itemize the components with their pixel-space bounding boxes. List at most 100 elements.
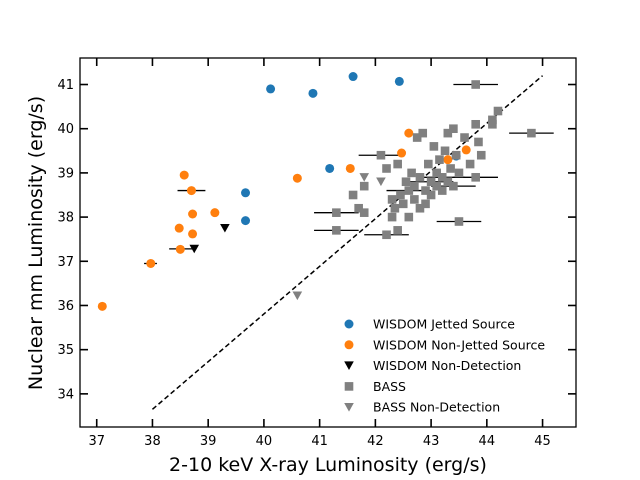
x-tick-label: 39 [200, 434, 217, 449]
data-point [437, 186, 447, 195]
series-4 [332, 80, 536, 240]
dashed-reference-line [151, 75, 544, 410]
x-axis-title: 2-10 keV X-ray Luminosity (erg/s) [169, 454, 487, 476]
x-tick-label: 41 [311, 434, 328, 449]
data-point [429, 142, 439, 151]
y-tick-label: 37 [57, 255, 74, 270]
data-point [345, 163, 355, 173]
legend-marker [344, 382, 354, 391]
data-point [451, 150, 461, 160]
legend-marker [344, 319, 354, 329]
data-point [382, 230, 391, 240]
data-point [443, 128, 453, 138]
y-tick-label: 36 [57, 299, 74, 314]
data-point [188, 229, 198, 239]
data-point [266, 84, 276, 94]
series-5 [292, 173, 386, 301]
data-point [404, 128, 414, 138]
data-point [396, 190, 405, 200]
series-2 [97, 128, 471, 311]
reference-line-layer [151, 75, 544, 410]
data-point [426, 190, 436, 200]
data-point [407, 168, 416, 178]
data-point [437, 173, 447, 182]
data-point [189, 244, 200, 254]
data-point [449, 181, 458, 191]
data-point [461, 145, 471, 155]
data-point [146, 258, 156, 268]
data-point [292, 173, 302, 183]
data-point [449, 124, 458, 134]
y-tick-label: 38 [57, 211, 74, 226]
y-tick-label: 35 [57, 343, 74, 358]
legend-entry-label: WISDOM Non-Detection [373, 358, 521, 373]
y-tick-label: 41 [57, 78, 74, 93]
legend-entry-label: WISDOM Jetted Source [373, 317, 515, 332]
data-point [421, 199, 430, 209]
data-point [454, 168, 464, 178]
data-point [220, 223, 230, 233]
data-point [332, 226, 341, 235]
data-point [440, 146, 450, 156]
data-point [188, 209, 198, 219]
data-point [354, 203, 363, 213]
data-point [410, 195, 419, 204]
data-point [426, 177, 436, 187]
data-point [186, 186, 196, 196]
y-tick-label: 40 [57, 122, 74, 137]
data-point [376, 177, 386, 187]
legend-entry-label: BASS Non-Detection [373, 400, 500, 415]
data-point [404, 212, 414, 222]
data-point [179, 170, 189, 180]
data-point [424, 159, 433, 169]
data-point [348, 190, 358, 200]
data-point [332, 208, 341, 217]
data-point [527, 128, 536, 138]
legend-marker [344, 340, 354, 350]
data-point [359, 208, 369, 217]
data-point [393, 226, 402, 235]
x-tick-label: 45 [534, 434, 551, 449]
series-3 [189, 223, 230, 254]
data-point [432, 181, 441, 191]
data-point [493, 106, 503, 116]
legend-entry-label: WISDOM Non-Jetted Source [373, 337, 545, 352]
data-point [175, 244, 185, 254]
data-point [348, 72, 358, 82]
data-point [418, 128, 428, 138]
x-tick-label: 43 [423, 434, 440, 449]
data-point [488, 115, 497, 125]
x-tick-label: 40 [256, 434, 273, 449]
data-point [446, 164, 455, 173]
data-point [404, 186, 414, 195]
x-tick-label: 42 [367, 434, 384, 449]
x-tick-label: 38 [144, 434, 161, 449]
data-point [376, 150, 386, 160]
data-point [432, 168, 441, 178]
axes: 37 38 39 40 41 42 43 44 45 34 35 36 37 38 39 40 41 [57, 57, 577, 449]
data-point [471, 119, 480, 129]
legend: WISDOM Jetted Source WISDOM Non-Jetted So… [344, 317, 545, 415]
data-point [443, 177, 453, 187]
data-point [394, 76, 404, 86]
data-point [390, 203, 400, 213]
legend-marker [344, 403, 354, 412]
data-point [308, 88, 318, 98]
data-point [241, 188, 251, 198]
data-point [398, 199, 408, 209]
data-point [387, 195, 397, 204]
data-point [210, 208, 220, 218]
data-point [393, 159, 402, 169]
legend-entry-label: BASS [373, 379, 406, 394]
data-points [97, 72, 536, 311]
legend-marker [344, 361, 354, 370]
data-point [382, 164, 391, 173]
data-point [97, 301, 107, 311]
data-point [435, 155, 444, 164]
data-point [241, 216, 251, 226]
data-point [387, 212, 397, 222]
plot-frame [79, 57, 577, 428]
data-point [325, 163, 335, 173]
